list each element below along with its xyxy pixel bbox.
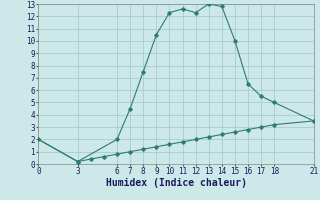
X-axis label: Humidex (Indice chaleur): Humidex (Indice chaleur) — [106, 178, 246, 188]
